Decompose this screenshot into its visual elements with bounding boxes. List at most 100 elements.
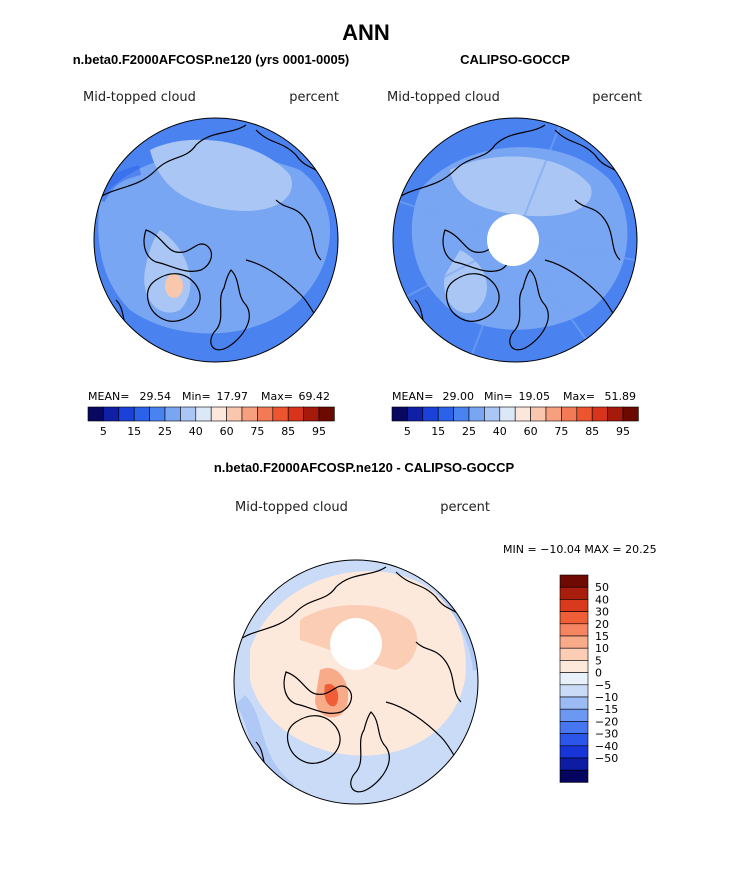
figure-title: ANN <box>342 20 390 45</box>
panel-diff-colorbar-tick-label: −5 <box>595 679 611 692</box>
panel-diff-colorbar-tick-label: 40 <box>595 593 609 606</box>
panel-obs-colorbar-swatch <box>514 406 531 422</box>
panel-obs-map <box>393 118 637 362</box>
panel-model-colorbar-swatch <box>195 406 212 422</box>
panel-model-mean: 29.54 <box>140 390 172 403</box>
panel-obs-colorbar-swatch <box>499 406 516 422</box>
panel-obs-units: percent <box>592 90 642 105</box>
panel-diff-colorbar-tick-label: −10 <box>595 691 618 704</box>
panel-diff-colorbar-swatch <box>559 721 589 734</box>
panel-obs-colorbar-swatch <box>561 406 578 422</box>
panel-diff-colorbar-tick-label: 5 <box>595 654 602 667</box>
panel-obs-colorbar-swatch <box>437 406 454 422</box>
panel-diff-map <box>234 560 478 804</box>
panel-diff-colorbar-tick-label: 30 <box>595 606 609 619</box>
panel-obs-colorbar-tick-label: 5 <box>404 425 411 438</box>
panel-model-colorbar-swatch <box>133 406 150 422</box>
panel-diff-units: percent <box>440 500 490 515</box>
panel-diff-colorbar-swatch <box>559 672 589 686</box>
panel-obs-colorbar-tick-label: 75 <box>554 425 568 438</box>
panel-diff-colorbar-swatch <box>559 623 589 637</box>
panel-obs-colorbar-swatch <box>622 406 639 422</box>
panel-obs-colorbar-tick-label: 25 <box>462 425 476 438</box>
panel-obs-max: 51.89 <box>605 390 637 403</box>
panel-diff-colorbar-swatch <box>559 586 589 600</box>
panel-model-colorbar-swatch <box>180 406 197 422</box>
panel-obs-mean: 29.00 <box>443 390 475 403</box>
panel-model-title: n.beta0.F2000AFCOSP.ne120 (yrs 0001-0005… <box>73 52 350 67</box>
panel-obs-colorbar-swatch <box>545 406 562 422</box>
panel-diff-colorbar-swatch <box>559 611 589 625</box>
panel-diff-colorbar-tick-label: 0 <box>595 667 602 680</box>
panel-diff-colorbar-swatch <box>559 708 589 722</box>
panel-obs-colorbar-swatch <box>453 406 470 422</box>
panel-model-colorbar-tick-label: 5 <box>100 425 107 438</box>
panel-obs-colorbar-swatch <box>576 406 593 422</box>
panel-diff-colorbar-tick-label: −40 <box>595 740 618 753</box>
panel-model-colorbar-tick-label: 15 <box>127 425 141 438</box>
panel-diff-colorbar-tick-label: 50 <box>595 581 609 594</box>
panel-obs-colorbar-swatch <box>407 406 424 422</box>
panel-diff-colorbar-tick-label: −30 <box>595 728 618 741</box>
panel-obs-colorbar-swatch <box>591 406 608 422</box>
panel-diff-colorbar-swatch <box>559 757 589 771</box>
panel-obs-colorbar-swatch <box>468 406 485 422</box>
panel-obs-colorbar-swatch <box>422 406 439 422</box>
panel-model-units: percent <box>289 90 339 105</box>
panel-diff-colorbar-swatch <box>559 769 589 783</box>
panel-diff-title: n.beta0.F2000AFCOSP.ne120 - CALIPSO-GOCC… <box>214 460 515 475</box>
panel-model-colorbar-swatch <box>272 406 289 422</box>
panel-diff-colorbar-swatch <box>559 599 589 612</box>
panel-diff-colorbar-tick-label: −20 <box>595 715 618 728</box>
panel-obs-title: CALIPSO-GOCCP <box>460 52 570 67</box>
panel-model-colorbar-swatch <box>303 406 320 422</box>
panel-obs-colorbar-tick-label: 95 <box>616 425 630 438</box>
panel-diff-colorbar-tick-label: 15 <box>595 630 609 643</box>
panel-obs-colorbar-swatch <box>607 406 624 422</box>
panel-model-colorbar-swatch <box>257 406 274 422</box>
panel-obs-stats: MEAN= 29.00 Min= 19.05 Max= 51.89 <box>392 390 636 403</box>
panel-model-max: 69.42 <box>299 390 331 403</box>
panel-model-colorbar-tick-label: 85 <box>281 425 295 438</box>
panel-diff-colorbar-swatch <box>559 635 589 649</box>
panel-diff-colorbar-tick-label: −15 <box>595 703 618 716</box>
panel-obs-max-label: Max= <box>563 390 595 403</box>
panel-model-colorbar-swatch <box>318 406 335 422</box>
panel-model-colorbar-swatch <box>287 406 304 422</box>
panel-model-min-label: Min= <box>182 390 211 403</box>
panel-model-min: 17.97 <box>217 390 249 403</box>
panel-obs-colorbar-swatch <box>530 406 547 422</box>
panel-obs: CALIPSO-GOCCP Mid-topped cloud percent M… <box>387 52 642 438</box>
panel-diff-colorbar-swatch <box>559 733 589 747</box>
panel-obs-left-label: Mid-topped cloud <box>387 90 500 105</box>
panel-model-colorbar-tick-label: 75 <box>250 425 264 438</box>
panel-model-colorbar-tick-label: 60 <box>220 425 234 438</box>
panel-model-colorbar-swatch <box>164 406 181 422</box>
panel-model-colorbar-swatch <box>149 406 166 422</box>
panel-model-colorbar-tick-label: 40 <box>189 425 203 438</box>
panel-obs-colorbar-tick-label: 15 <box>431 425 445 438</box>
panel-diff-colorbar-tick-label: −50 <box>595 752 618 765</box>
panel-model-colorbar-tick-label: 25 <box>158 425 172 438</box>
panel-model-mean-label: MEAN= <box>88 390 129 403</box>
panel-model-colorbar-swatch <box>210 406 227 422</box>
panel-diff: n.beta0.F2000AFCOSP.ne120 - CALIPSO-GOCC… <box>214 460 657 805</box>
panel-diff-colorbar-swatch <box>559 684 589 698</box>
panel-model-left-label: Mid-topped cloud <box>83 90 196 105</box>
panel-diff-colorbar-swatch <box>559 660 589 673</box>
panel-obs-colorbar-tick-label: 60 <box>524 425 538 438</box>
panel-obs-min: 19.05 <box>519 390 551 403</box>
panel-obs-colorbar: 5 15 25 40 60 75 85 95 <box>391 406 639 438</box>
panel-diff-colorbar-swatch <box>559 745 589 759</box>
panel-diff-left-label: Mid-topped cloud <box>235 500 348 515</box>
panel-diff-colorbar-tick-label: 20 <box>595 618 609 631</box>
panel-obs-colorbar-swatch <box>484 406 501 422</box>
panel-diff-colorbar-swatch <box>559 574 589 588</box>
panel-model: n.beta0.F2000AFCOSP.ne120 (yrs 0001-0005… <box>73 52 350 438</box>
panel-obs-colorbar-tick-label: 40 <box>493 425 507 438</box>
panel-diff-colorbar-swatch <box>559 696 589 710</box>
panel-model-colorbar: 5 15 25 40 60 75 85 95 <box>87 406 335 438</box>
panel-model-map <box>94 118 338 362</box>
